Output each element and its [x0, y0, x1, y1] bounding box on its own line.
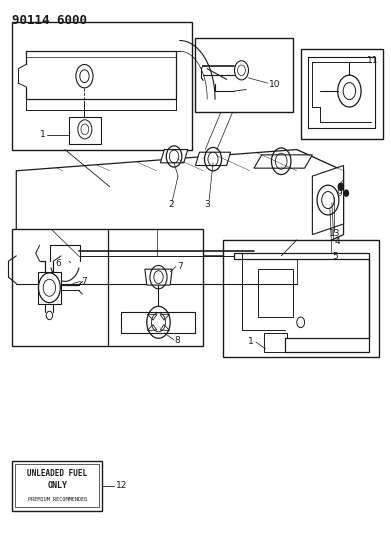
Polygon shape	[16, 150, 344, 256]
Polygon shape	[38, 272, 61, 304]
Text: PREMIUM RECOMMENDED: PREMIUM RECOMMENDED	[27, 497, 87, 503]
Polygon shape	[160, 314, 170, 320]
Text: 1: 1	[248, 337, 254, 346]
Text: 2: 2	[168, 200, 174, 209]
Bar	[69, 117, 101, 144]
Polygon shape	[160, 325, 170, 330]
Circle shape	[338, 183, 344, 190]
Bar	[13, 22, 192, 150]
Text: 10: 10	[269, 79, 280, 88]
Text: 7: 7	[81, 277, 87, 286]
Text: UNLEADED FUEL: UNLEADED FUEL	[27, 469, 87, 478]
Polygon shape	[196, 152, 231, 165]
Text: 13: 13	[329, 229, 341, 238]
Bar	[301, 49, 382, 139]
Bar	[16, 464, 99, 507]
Polygon shape	[312, 165, 344, 235]
Bar	[264, 333, 287, 352]
Text: 11: 11	[367, 56, 378, 65]
Text: 6: 6	[56, 260, 61, 268]
Polygon shape	[145, 269, 172, 285]
Bar	[13, 461, 102, 511]
Bar	[258, 269, 293, 317]
Bar	[196, 38, 293, 112]
Polygon shape	[235, 253, 369, 352]
Text: 90114 6000: 90114 6000	[13, 14, 87, 27]
Polygon shape	[147, 314, 157, 320]
Text: 9: 9	[337, 189, 342, 198]
Text: 4: 4	[335, 237, 341, 246]
Circle shape	[344, 190, 349, 196]
Bar	[223, 240, 378, 357]
Text: 7: 7	[177, 262, 183, 271]
Polygon shape	[122, 312, 196, 333]
Text: 5: 5	[333, 253, 338, 261]
Text: 8: 8	[175, 336, 181, 345]
Polygon shape	[254, 155, 312, 168]
Bar	[13, 229, 203, 346]
Polygon shape	[160, 150, 188, 163]
Text: 12: 12	[116, 481, 127, 490]
Polygon shape	[147, 325, 157, 330]
Text: ONLY: ONLY	[47, 481, 67, 490]
Text: 1: 1	[39, 130, 45, 139]
Text: 3: 3	[204, 200, 210, 209]
